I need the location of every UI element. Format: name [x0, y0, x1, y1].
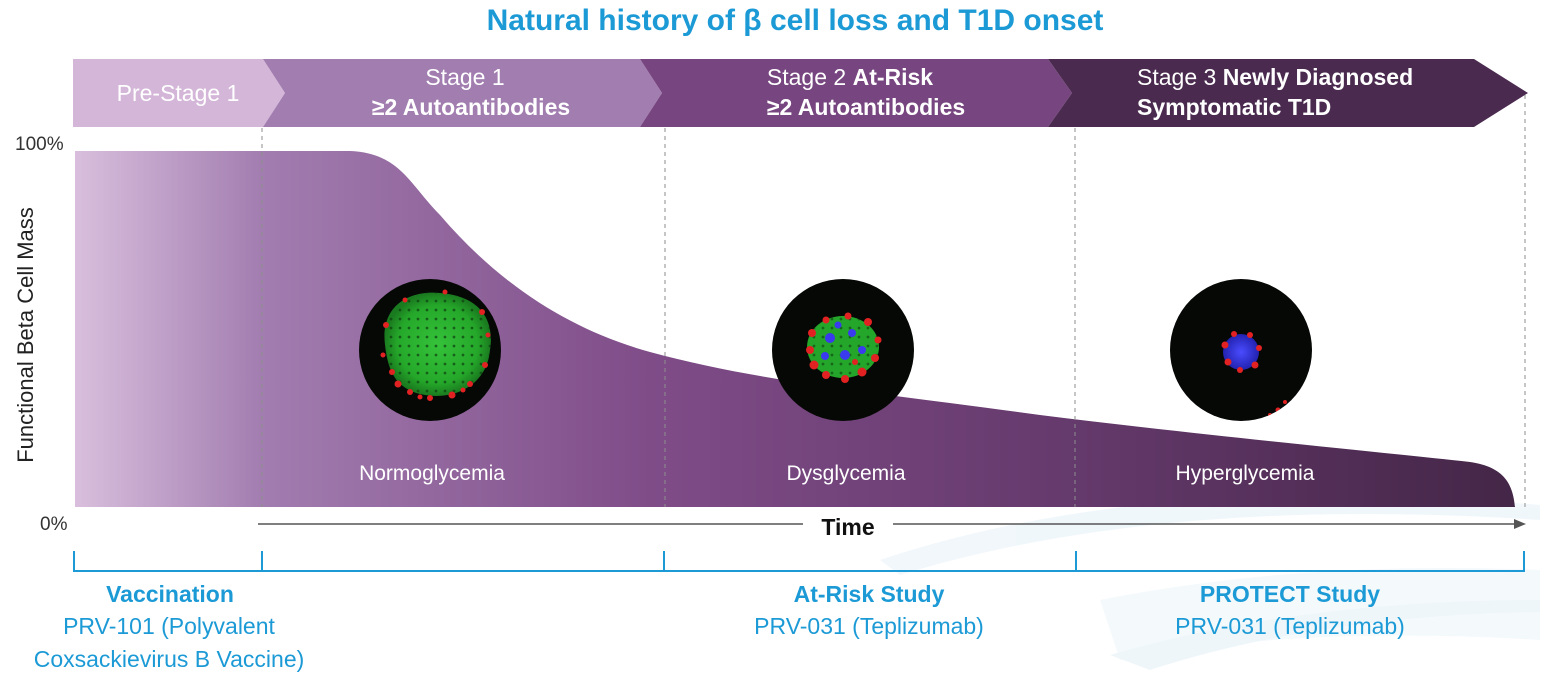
study-protect-name: PROTECT Study: [1200, 581, 1380, 607]
stage-dividers: [261, 95, 1526, 507]
phase-normoglycemia-label: Normoglycemia: [359, 462, 505, 485]
stage-3-title: Stage 3: [1137, 64, 1223, 90]
y-axis-label: Functional Beta Cell Mass: [13, 207, 38, 463]
stage-chevron-pre-stage-1: [73, 59, 285, 127]
bracket-vaccination: [73, 551, 263, 572]
study-vaccination-drug-line1: PRV-101 (Polyvalent: [63, 613, 275, 639]
stage-pre-stage-1-line1: Pre-Stage 1: [117, 80, 240, 106]
stage-3-line1: Stage 3 Newly Diagnosed: [1137, 64, 1413, 90]
stage-2-line1: Stage 2 At-Risk: [767, 64, 933, 90]
stage-1-line1: Stage 1: [425, 64, 504, 90]
stage-2-title: Stage 2: [767, 64, 853, 90]
phase-dysglycemia-label: Dysglycemia: [786, 462, 905, 485]
stage-chevron-stage-3: [1048, 59, 1528, 127]
stage-2-line2: ≥2 Autoantibodies: [767, 94, 965, 120]
study-vaccination-name: Vaccination: [106, 581, 234, 607]
stage-3-line2: Symptomatic T1D: [1137, 94, 1331, 120]
study-brackets: [73, 551, 1525, 572]
y-axis-min-label: 0%: [40, 514, 68, 535]
stage-2-title-bold: At-Risk: [853, 64, 934, 90]
study-at-risk-name: At-Risk Study: [794, 581, 945, 607]
stage-chevron-stage-2: [640, 59, 1072, 127]
stage-banner: Pre-Stage 1 Stage 1 ≥2 Autoantibodies St…: [73, 59, 1528, 127]
hyperglycemia-islet-image: [1170, 279, 1312, 421]
study-at-risk-drug: PRV-031 (Teplizumab): [754, 613, 984, 639]
phase-hyperglycemia-label: Hyperglycemia: [1176, 462, 1315, 485]
stage-chevron-stage-1: [263, 59, 662, 127]
time-axis-arrowhead-icon: [1514, 519, 1526, 529]
study-protect-drug: PRV-031 (Teplizumab): [1175, 613, 1405, 639]
bracket-protect-study: [1076, 551, 1525, 572]
time-axis-label: Time: [821, 514, 874, 540]
y-axis-max-label: 100%: [15, 134, 64, 155]
stage-1-title: Stage 1: [425, 64, 504, 90]
bracket-at-risk-study: [663, 551, 1077, 572]
diagram-title: Natural history of β cell loss and T1D o…: [487, 4, 1104, 37]
stage-3-title-bold: Newly Diagnosed: [1223, 64, 1413, 90]
stage-1-line2: ≥2 Autoantibodies: [372, 94, 570, 120]
normoglycemia-islet-image: [359, 279, 501, 421]
study-vaccination-drug-line2: Coxsackievirus B Vaccine): [34, 646, 305, 672]
dysglycemia-islet-image: [772, 279, 914, 421]
stage-pre-stage-1-label: Pre-Stage 1: [117, 80, 240, 106]
time-axis: Time: [258, 514, 1526, 540]
